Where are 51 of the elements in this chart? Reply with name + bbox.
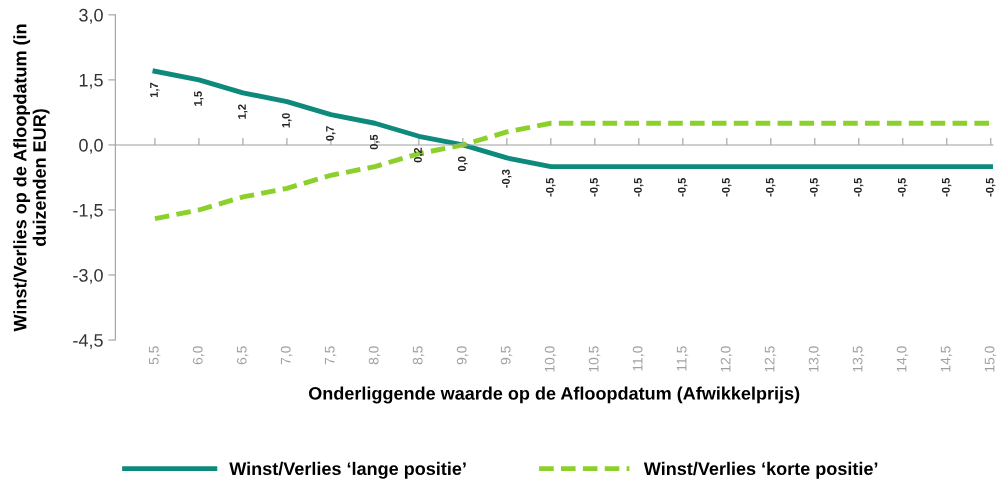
x-axis-title: Onderliggende waarde op de Afloopdatum (Afwikkelprijs) xyxy=(308,386,800,404)
data-label: -0,5 xyxy=(765,178,776,197)
data-label: 0,7 xyxy=(326,126,336,141)
x-tick-label: 8,5 xyxy=(412,346,425,365)
legend-label: Winst/Verlies ‘lange positie’ xyxy=(229,461,466,479)
data-label: -0,5 xyxy=(853,178,864,197)
x-tick-label: 11,5 xyxy=(676,346,689,371)
x-tick-label: 8,0 xyxy=(368,346,381,365)
data-label: 1,2 xyxy=(238,104,248,119)
x-tick-label: 6,0 xyxy=(192,346,205,365)
y-tick-label: -3,0 xyxy=(73,268,103,284)
x-tick-label: 12,5 xyxy=(764,346,777,372)
data-label: -0,5 xyxy=(941,178,952,197)
data-label: -0,5 xyxy=(545,178,556,197)
data-label: 0,0 xyxy=(457,156,468,172)
data-label: 1,5 xyxy=(194,91,204,106)
x-tick-label: 12,0 xyxy=(720,346,733,372)
y-tick-label: 3,0 xyxy=(79,8,103,24)
line-series xyxy=(152,68,993,170)
data-label: -0,5 xyxy=(677,178,688,197)
legend-label: Winst/Verlies ‘korte positie’ xyxy=(643,461,878,479)
y-tick-label: -1,5 xyxy=(73,204,103,219)
x-tick-label: 13,0 xyxy=(808,346,821,372)
x-tick-label: 14,5 xyxy=(940,346,953,372)
data-label: 0,5 xyxy=(370,134,380,150)
data-label: 1,0 xyxy=(282,113,292,128)
data-label: -0,3 xyxy=(501,169,512,188)
x-tick-label: 7,5 xyxy=(324,346,337,365)
x-tick-label: 15,0 xyxy=(984,346,997,372)
data-label: -0,5 xyxy=(589,178,600,197)
x-tick-label: 9,5 xyxy=(500,346,513,365)
data-label: -0,5 xyxy=(633,178,644,197)
data-label: -0,5 xyxy=(809,178,820,197)
data-label: -0,5 xyxy=(985,178,996,197)
x-tick-label: 11,0 xyxy=(632,346,645,371)
x-tick-label: 10,5 xyxy=(588,346,601,372)
y-tick-label: 1,5 xyxy=(79,74,103,89)
data-label: -0,5 xyxy=(897,178,908,197)
x-tick-label: 9,0 xyxy=(456,346,469,365)
x-tick-label: 6,5 xyxy=(236,346,249,365)
x-tick-label: 5,5 xyxy=(148,346,161,365)
x-tick-label: 14,0 xyxy=(896,346,909,372)
data-label: -0,5 xyxy=(721,178,732,197)
x-tick-label: 7,0 xyxy=(280,346,293,365)
x-tick-label: 10,0 xyxy=(544,346,557,372)
y-tick-label: 0,0 xyxy=(79,138,103,154)
x-tick-label: 13,5 xyxy=(852,346,865,372)
y-tick-label: -4,5 xyxy=(73,334,103,349)
data-label: 1,7 xyxy=(150,82,160,98)
y-axis-title: Winst/Verlies op de Afloopdatum (in duizenden EUR) xyxy=(13,24,50,332)
data-label: 0,2 xyxy=(414,147,424,163)
